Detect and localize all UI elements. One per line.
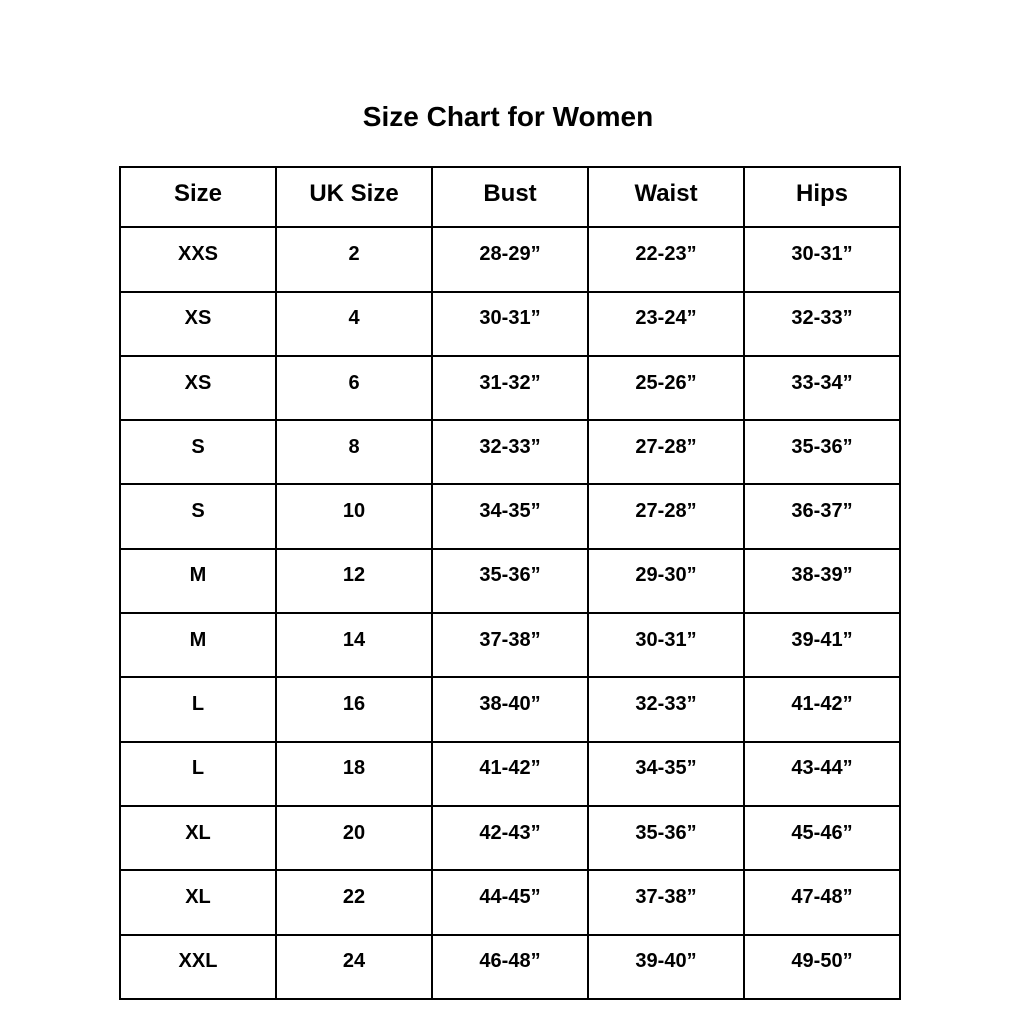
table-cell: S — [119, 483, 277, 550]
table-cell: 43-44” — [743, 740, 901, 807]
table-row: XS 6 31-32” 25-26” 33-34” — [119, 354, 901, 422]
table-cell: 22-23” — [587, 226, 745, 293]
table-cell: 42-43” — [431, 804, 589, 872]
table-row: S 8 32-33” 27-28” 35-36” — [119, 419, 901, 486]
table-cell: 30-31” — [431, 290, 589, 357]
table-cell: 16 — [275, 676, 433, 743]
table-cell: XS — [119, 290, 277, 357]
table-row: S 10 34-35” 27-28” 36-37” — [119, 483, 901, 550]
table-cell: 30-31” — [587, 612, 745, 679]
table-cell: 45-46” — [743, 804, 901, 872]
table-cell: 37-38” — [431, 612, 589, 679]
table-cell: 49-50” — [743, 933, 901, 1000]
column-header: UK Size — [275, 165, 433, 229]
table-cell: 36-37” — [743, 483, 901, 550]
table-body: XXS 2 28-29” 22-23” 30-31” XS 4 30-31” 23-24” 32-… — [119, 226, 901, 1000]
table-cell: 12 — [275, 547, 433, 615]
table-cell: 34-35” — [431, 483, 589, 550]
table-cell: 4 — [275, 290, 433, 357]
table-cell: XL — [119, 869, 277, 936]
table-cell: S — [119, 419, 277, 486]
table-row: XL 20 42-43” 35-36” 45-46” — [119, 804, 901, 872]
table-cell: L — [119, 740, 277, 807]
table-cell: 24 — [275, 933, 433, 1000]
table-cell: 23-24” — [587, 290, 745, 357]
table-cell: 35-36” — [743, 419, 901, 486]
table-cell: 14 — [275, 612, 433, 679]
table-row: L 18 41-42” 34-35” 43-44” — [119, 740, 901, 807]
table-cell: 33-34” — [743, 354, 901, 422]
table-cell: 38-39” — [743, 547, 901, 615]
table-cell: 47-48” — [743, 869, 901, 936]
table-row: XS 4 30-31” 23-24” 32-33” — [119, 290, 901, 357]
table-cell: 10 — [275, 483, 433, 550]
table-cell: 31-32” — [431, 354, 589, 422]
table-cell: 34-35” — [587, 740, 745, 807]
column-header: Waist — [587, 165, 745, 229]
table-cell: M — [119, 547, 277, 615]
table-cell: 44-45” — [431, 869, 589, 936]
table-cell: 41-42” — [743, 676, 901, 743]
table-cell: XXL — [119, 933, 277, 1000]
table-cell: 20 — [275, 804, 433, 872]
table-cell: 2 — [275, 226, 433, 293]
table-cell: XS — [119, 354, 277, 422]
table-row: XL 22 44-45” 37-38” 47-48” — [119, 869, 901, 936]
table-cell: 32-33” — [587, 676, 745, 743]
page-title: Size Chart for Women — [362, 101, 654, 132]
table-cell: 22 — [275, 869, 433, 936]
table-cell: 30-31” — [743, 226, 901, 293]
table-cell: 28-29” — [431, 226, 589, 293]
header-row: Size UK Size Bust Waist Hips — [119, 165, 901, 229]
table-cell: 37-38” — [587, 869, 745, 936]
table-cell: 38-40” — [431, 676, 589, 743]
table-row: M 14 37-38” 30-31” 39-41” — [119, 612, 901, 679]
table-cell: 41-42” — [431, 740, 589, 807]
table-cell: 29-30” — [587, 547, 745, 615]
table-cell: 25-26” — [587, 354, 745, 422]
table-cell: 32-33” — [431, 419, 589, 486]
table-row: XXS 2 28-29” 22-23” 30-31” — [119, 226, 901, 293]
table-cell: XL — [119, 804, 277, 872]
table-cell: 46-48” — [431, 933, 589, 1000]
column-header: Size — [119, 165, 277, 229]
table-row: XXL 24 46-48” 39-40” 49-50” — [119, 933, 901, 1000]
table-cell: 8 — [275, 419, 433, 486]
size-chart-table: Size UK Size Bust Waist Hips XXS 2 28-29” 22-23… — [119, 165, 901, 1000]
table-cell: 35-36” — [587, 804, 745, 872]
table-cell: M — [119, 612, 277, 679]
column-header: Hips — [743, 165, 901, 229]
table-cell: 27-28” — [587, 419, 745, 486]
table-cell: 39-40” — [587, 933, 745, 1000]
table-row: M 12 35-36” 29-30” 38-39” — [119, 547, 901, 615]
table-cell: XXS — [119, 226, 277, 293]
column-header: Bust — [431, 165, 589, 229]
table-cell: 6 — [275, 354, 433, 422]
table-cell: 27-28” — [587, 483, 745, 550]
table-cell: 39-41” — [743, 612, 901, 679]
table-cell: 35-36” — [431, 547, 589, 615]
table-cell: L — [119, 676, 277, 743]
table-cell: 32-33” — [743, 290, 901, 357]
table-cell: 18 — [275, 740, 433, 807]
table-row: L 16 38-40” 32-33” 41-42” — [119, 676, 901, 743]
